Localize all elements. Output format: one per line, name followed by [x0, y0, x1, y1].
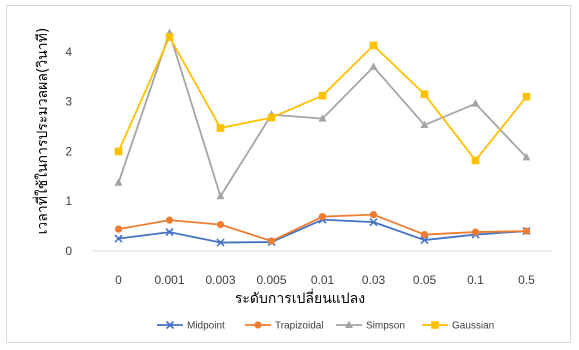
x-tick-label: 0.003: [205, 273, 235, 287]
data-point: [216, 238, 225, 247]
data-point: [369, 62, 378, 70]
data-point: [522, 92, 531, 101]
data-point: [165, 228, 174, 237]
series-trapizoidal: [114, 211, 531, 245]
axes: 0 1 2 3 4 0 0.001 0.003 0.005 0.01 0.03 0.05 0.1 0.5: [65, 45, 552, 287]
x-tick-label: 0.1: [467, 273, 484, 287]
data-point: [369, 211, 378, 219]
data-point: [216, 124, 225, 132]
series-simpson: [114, 28, 531, 200]
y-axis-title: เวลาที่ใช้ในการประมวลผล(วินาที): [33, 28, 51, 235]
y-tick-label: 1: [65, 194, 72, 208]
x-tick-label: 0.05: [413, 273, 437, 287]
y-tick-label: 0: [65, 244, 72, 258]
data-point: [471, 228, 480, 236]
data-point: [471, 99, 480, 107]
legend-label: Midpoint: [187, 321, 225, 332]
x-tick-label: 0.001: [154, 273, 184, 287]
data-point: [216, 191, 225, 200]
data-point: [522, 152, 531, 161]
legend-marker: [345, 320, 353, 328]
legend: Midpoint Trapizoidal Simpson Gaussian: [157, 320, 494, 332]
data-point: [267, 113, 276, 122]
legend-label: Simpson: [366, 321, 405, 332]
series-line: [118, 218, 527, 244]
legend-item: Simpson: [336, 320, 405, 332]
data-point: [165, 216, 174, 224]
data-point: [420, 90, 429, 98]
data-point: [420, 120, 429, 129]
data-point: [420, 230, 429, 239]
x-tick-label: 0.01: [311, 273, 335, 287]
y-tick-label: 2: [65, 144, 72, 158]
x-tick-label: 0: [115, 273, 122, 287]
x-tick-label: 0.005: [256, 273, 286, 287]
data-point: [471, 156, 480, 165]
data-point: [369, 41, 378, 50]
legend-item: Trapizoidal: [245, 321, 324, 332]
data-point: [114, 178, 123, 186]
legend-label: Trapizoidal: [275, 321, 324, 332]
data-point: [216, 221, 225, 229]
y-tick-label: 4: [65, 45, 72, 59]
data-point: [369, 218, 378, 227]
legend-marker: [431, 321, 439, 329]
data-point: [318, 114, 327, 122]
x-tick-label: 0.03: [362, 273, 386, 287]
data-point: [267, 237, 276, 245]
chart-frame: [6, 5, 571, 343]
data-point: [522, 227, 531, 235]
legend-item: Midpoint: [157, 321, 225, 332]
x-axis-title: ระดับการเปลี่ยนแปลง: [235, 289, 365, 307]
data-point: [318, 213, 327, 221]
data-point: [165, 33, 174, 41]
legend-item: Gaussian: [422, 321, 494, 332]
y-tick-label: 3: [65, 95, 72, 109]
data-point: [114, 225, 123, 233]
data-point: [318, 91, 327, 100]
legend-marker: [165, 320, 175, 330]
legend-marker: [254, 321, 262, 329]
x-tick-label: 0.5: [518, 273, 535, 287]
series-gaussian: [114, 33, 531, 165]
legend-label: Gaussian: [452, 321, 494, 332]
data-point: [114, 147, 123, 156]
data-point: [420, 235, 429, 245]
series-layer: [114, 28, 531, 247]
data-point: [114, 234, 123, 243]
